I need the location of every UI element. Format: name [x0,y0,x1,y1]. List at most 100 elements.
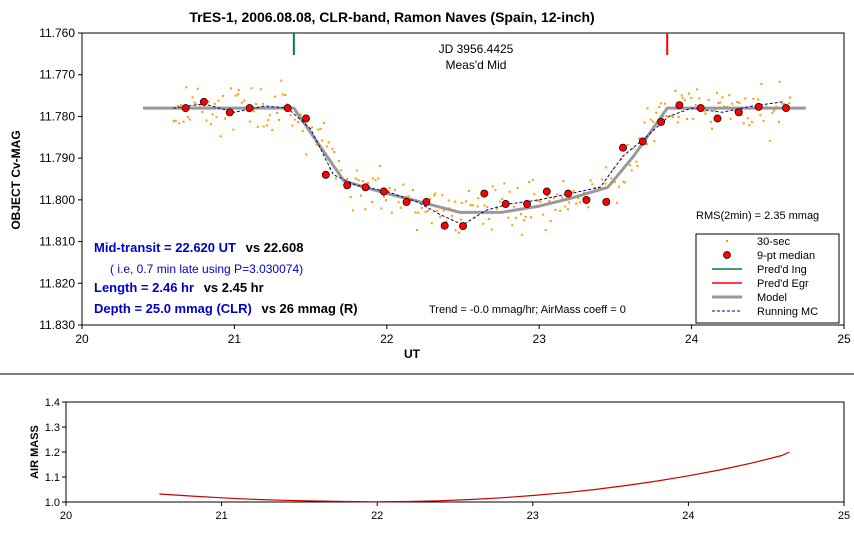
raw-30sec-point [501,198,504,201]
main-y-tick-label: 11.820 [39,276,75,290]
raw-30sec-point [651,120,654,123]
raw-30sec-point [686,117,689,120]
raw-30sec-point [467,189,470,192]
raw-30sec-point [399,206,402,209]
raw-30sec-point [441,194,444,197]
airmass-y-axis-label: AIR MASS [29,425,41,479]
raw-30sec-point [390,211,393,214]
raw-30sec-point [414,211,417,214]
raw-30sec-point [744,97,747,100]
raw-30sec-point [683,99,686,102]
main-x-tick-label: 22 [380,332,394,346]
raw-30sec-point [533,193,536,196]
median-point [542,187,551,196]
raw-30sec-point [291,124,294,127]
raw-30sec-point [325,145,328,148]
median-point [734,108,743,117]
legend: 30-sec 9-pt median Pred'd Ing Pred'd Egr Mod… [695,233,840,324]
raw-30sec-point [243,99,246,102]
median-point [283,104,292,113]
raw-30sec-point [338,159,341,162]
median-point [713,114,722,123]
raw-30sec-point [548,199,551,202]
raw-30sec-point [494,189,497,192]
raw-30sec-point [529,216,532,219]
raw-30sec-point [687,92,690,95]
raw-30sec-point [696,88,699,91]
raw-30sec-point [638,137,641,140]
raw-30sec-point [490,228,493,231]
raw-30sec-point [359,194,362,197]
raw-30sec-point [261,102,264,105]
raw-30sec-point [471,204,474,207]
raw-30sec-point [194,103,197,106]
raw-30sec-point [721,96,724,99]
raw-30sec-point [483,204,486,207]
raw-30sec-point [566,208,569,211]
raw-30sec-point [374,179,377,182]
raw-30sec-point [469,204,472,207]
raw-30sec-point [528,180,531,183]
raw-30sec-point [522,219,525,222]
median-point [619,143,627,152]
raw-30sec-point [703,110,706,113]
raw-30sec-point [559,209,562,212]
raw-30sec-point [738,101,741,104]
median-point [480,189,489,198]
raw-30sec-point [429,197,432,200]
main-y-axis-label: OBJECT Cv-MAG [9,130,23,229]
raw-30sec-point [723,105,726,108]
raw-30sec-point [321,139,324,142]
raw-30sec-point [610,177,613,180]
airmass-x-tick-label: 20 [60,510,72,522]
raw-30sec-point [203,105,206,108]
raw-30sec-point [659,102,662,105]
raw-30sec-point [635,160,638,163]
raw-30sec-point [196,87,199,90]
raw-30sec-point [201,110,204,113]
raw-30sec-point [333,150,336,153]
raw-30sec-point [707,98,710,101]
raw-30sec-point [655,111,658,114]
length-compare: vs 2.45 hr [204,280,264,295]
raw-30sec-point [439,215,442,218]
raw-30sec-point [539,200,542,203]
raw-30sec-point [760,82,763,85]
raw-30sec-point [388,187,391,190]
raw-30sec-point [331,147,334,150]
legend-item: Pred'd Ing [712,264,807,276]
length-annotation: Length = 2.46 hr vs 2.45 hr [94,280,264,295]
median-point [501,200,510,208]
median-point [564,189,573,198]
airmass-y-tick-label: 1.3 [45,422,60,434]
raw-30sec-point [750,121,753,124]
raw-30sec-point [628,164,631,167]
raw-30sec-point [736,101,739,104]
raw-30sec-point [356,169,359,172]
raw-30sec-point [180,103,183,106]
raw-30sec-point [219,135,222,138]
raw-30sec-point [299,113,302,116]
raw-30sec-point [382,195,385,198]
raw-30sec-point [334,177,337,180]
raw-30sec-point [511,224,514,227]
raw-30sec-point [436,209,439,212]
main-x-tick-label: 25 [837,332,851,346]
raw-30sec-point [457,231,460,234]
late-note-annotation: ( i.e, 0.7 min late using P=3.030074) [110,262,303,276]
raw-30sec-point [773,109,776,112]
raw-30sec-point [379,164,382,167]
raw-30sec-point [237,88,240,91]
raw-30sec-point [215,116,218,119]
raw-30sec-point [217,99,220,102]
raw-30sec-point [495,207,498,210]
raw-30sec-point [346,177,349,180]
raw-30sec-point [445,220,448,223]
raw-30sec-point [349,196,352,199]
raw-30sec-point [698,97,701,100]
legend-label: Pred'd Egr [757,278,809,290]
raw-30sec-point [424,210,427,213]
raw-30sec-point [476,205,479,208]
raw-30sec-point [676,121,679,124]
raw-30sec-point [185,86,188,89]
